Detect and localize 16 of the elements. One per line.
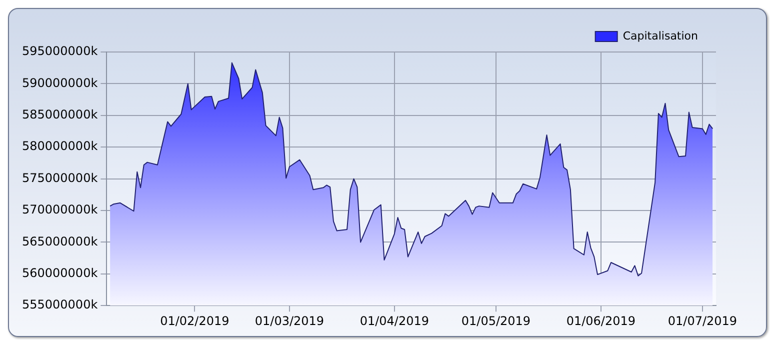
x-tick-label: 01/03/2019 [254, 314, 324, 328]
x-tick-label: 01/07/2019 [668, 314, 738, 328]
x-tick-label: 01/06/2019 [566, 314, 636, 328]
y-tick-label: 560000000k [22, 266, 98, 280]
legend-label: Capitalisation [622, 29, 698, 42]
y-tick-label: 580000000k [22, 139, 98, 154]
y-tick-label: 590000000k [22, 76, 98, 90]
x-tick-label: 01/02/2019 [160, 314, 230, 328]
y-tick-label: 565000000k [22, 234, 98, 248]
x-tick-label: 01/04/2019 [360, 314, 429, 328]
y-tick-label: 570000000k [22, 202, 98, 217]
x-tick-label: 01/05/2019 [461, 314, 531, 328]
y-tick-label: 585000000k [22, 108, 98, 122]
y-tick-label: 595000000k [22, 44, 98, 58]
y-tick-label: 575000000k [22, 170, 98, 185]
y-tick-label: 555000000k [22, 298, 98, 312]
